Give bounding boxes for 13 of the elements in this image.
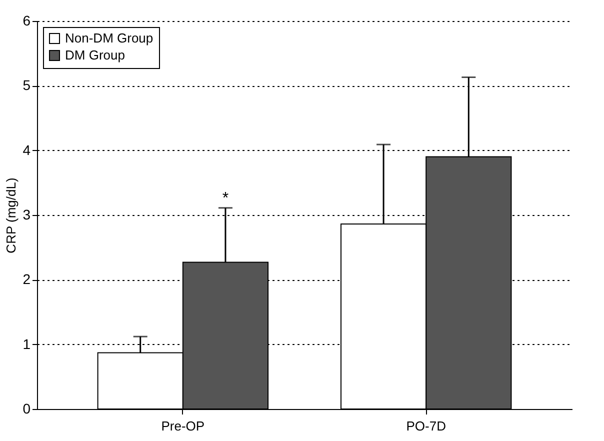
x-tick-label: PO-7D xyxy=(406,418,446,434)
y-tick-label: 2 xyxy=(22,271,31,288)
annotation: * xyxy=(222,190,229,207)
y-axis-title: CRP (mg/dL) xyxy=(4,178,19,254)
y-tick-label: 3 xyxy=(22,206,31,222)
y-tick-label: 1 xyxy=(22,336,31,352)
y-tick-label: 6 xyxy=(22,12,31,28)
y-tick-label: 0 xyxy=(22,400,31,416)
x-tick-label: Pre-OP xyxy=(161,418,205,434)
legend-label: DM Group xyxy=(65,48,125,62)
legend-label: Non-DM Group xyxy=(65,30,154,46)
y-tick-label: 5 xyxy=(22,77,31,94)
y-tick-label: 4 xyxy=(22,142,31,158)
